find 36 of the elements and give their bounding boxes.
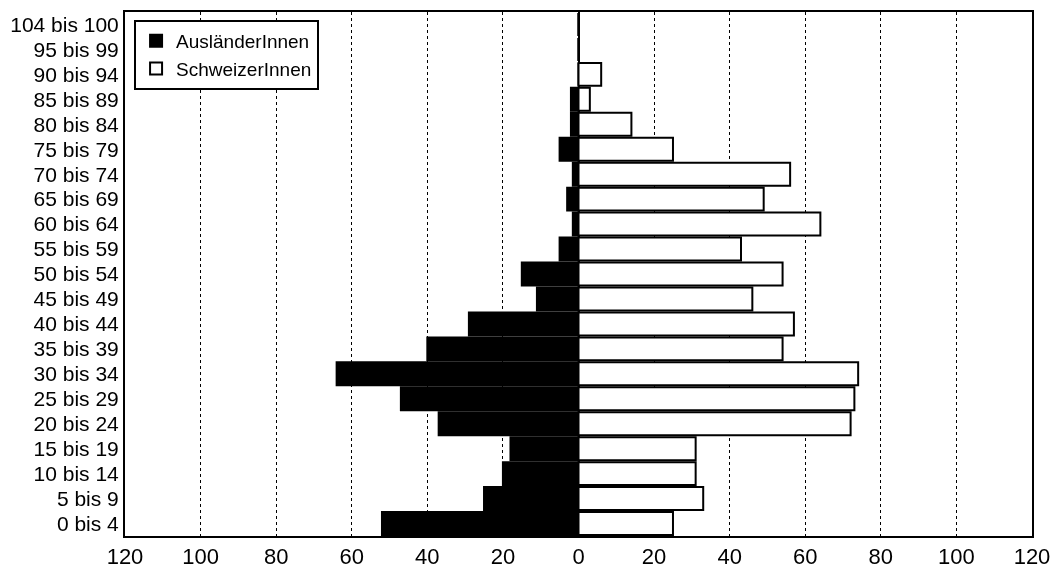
- y-tick-label: 5 bis 9: [56, 486, 119, 510]
- y-tick-label: 45 bis 49: [33, 287, 119, 311]
- y-tick-label: 0 bis 4: [56, 511, 120, 535]
- y-tick-label: 75 bis 79: [33, 137, 119, 161]
- y-tick-label: 40 bis 44: [33, 312, 120, 336]
- y-tick-label: 80 bis 84: [33, 112, 120, 136]
- y-tick-label: 90 bis 94: [33, 62, 120, 86]
- x-tick-label: 120: [106, 544, 144, 570]
- x-tick-label: 120: [1013, 544, 1051, 570]
- y-tick-label: 50 bis 54: [33, 262, 120, 286]
- x-tick-label: 100: [938, 544, 975, 570]
- y-tick-label: 85 bis 89: [33, 87, 119, 111]
- y-tick-label: 95 bis 99: [33, 37, 119, 61]
- y-tick-label: 10 bis 14: [33, 461, 120, 485]
- x-tick-label: 80: [868, 544, 894, 570]
- y-tick-label: 20 bis 24: [33, 412, 120, 436]
- y-tick-label: 30 bis 34: [33, 362, 120, 386]
- y-tick-label: 55 bis 59: [33, 237, 119, 261]
- x-tick-label: 60: [793, 544, 818, 570]
- x-tick-label: 20: [641, 544, 667, 570]
- y-tick-label: 35 bis 39: [33, 337, 119, 361]
- y-tick-label: 60 bis 64: [33, 212, 120, 236]
- y-tick-label: 65 bis 69: [33, 187, 119, 211]
- y-tick-label: 25 bis 29: [33, 387, 119, 411]
- x-tick-label: 80: [263, 544, 289, 570]
- x-tick-label: 0: [572, 544, 585, 570]
- y-tick-label: 104 bis 100: [10, 12, 119, 36]
- x-tick-label: 60: [339, 544, 364, 570]
- y-tick-label: 70 bis 74: [33, 162, 120, 186]
- legend-label: SchweizerInnen: [176, 58, 312, 80]
- x-tick-label: 100: [182, 544, 219, 570]
- x-tick-label: 20: [490, 544, 516, 570]
- legend-label: AusländerInnen: [176, 31, 310, 53]
- x-tick-label: 40: [717, 544, 742, 570]
- y-tick-label: 15 bis 19: [33, 437, 119, 461]
- x-tick-label: 40: [415, 544, 440, 570]
